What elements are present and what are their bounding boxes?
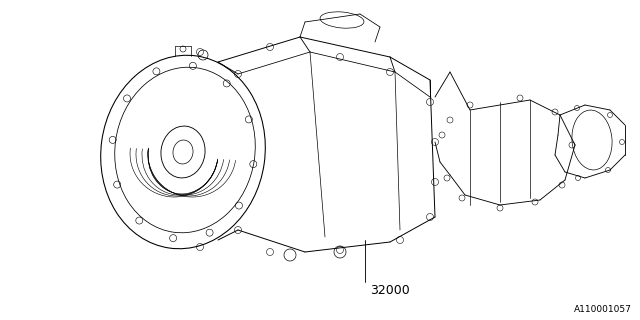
Text: 32000: 32000: [370, 284, 410, 297]
Text: A110001057: A110001057: [574, 305, 632, 314]
